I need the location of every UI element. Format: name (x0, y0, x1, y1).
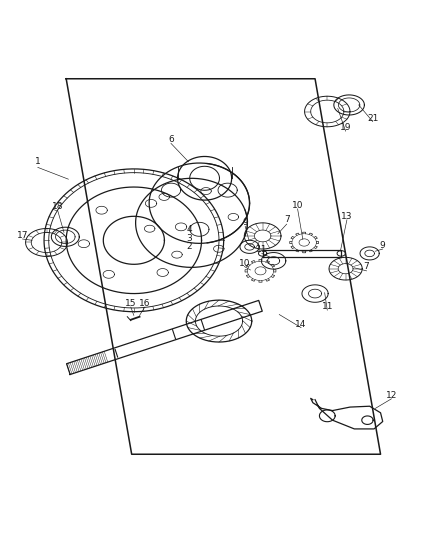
Text: 14: 14 (295, 320, 307, 329)
Text: 7: 7 (364, 262, 369, 271)
Text: 3: 3 (187, 233, 192, 243)
Text: 13: 13 (341, 212, 353, 221)
Text: 9: 9 (242, 219, 248, 228)
Text: 4: 4 (187, 225, 192, 234)
Text: 16: 16 (139, 299, 151, 308)
Text: 21: 21 (367, 114, 378, 123)
Text: 10: 10 (239, 259, 250, 268)
Text: 12: 12 (386, 391, 397, 400)
Text: 9: 9 (380, 241, 385, 250)
Text: 15: 15 (125, 299, 137, 308)
Text: 2: 2 (187, 243, 192, 252)
Text: 7: 7 (284, 215, 290, 224)
Text: 19: 19 (340, 123, 351, 132)
Text: 17: 17 (17, 231, 28, 239)
Text: 11: 11 (321, 302, 333, 311)
Text: 1: 1 (35, 157, 41, 166)
Text: 10: 10 (292, 201, 304, 210)
Text: 18: 18 (52, 202, 63, 211)
Text: 11: 11 (256, 245, 268, 254)
Text: 6: 6 (168, 135, 174, 144)
